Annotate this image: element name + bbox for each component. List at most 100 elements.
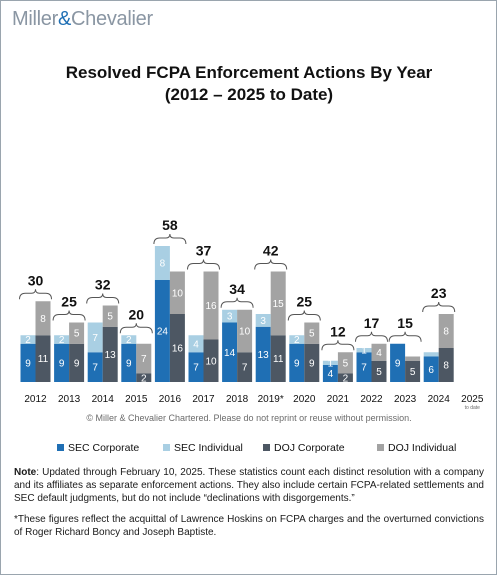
bar-label-sec-corporate-2024: 6 [428, 365, 434, 376]
bar-label-sec-individual-2020: 2 [294, 335, 300, 346]
legend-label-sec-corporate: SEC Corporate [68, 442, 139, 454]
total-label-2024: 23 [431, 285, 447, 301]
bar-label-doj-corporate-2024: 8 [443, 361, 449, 372]
bar-doj-corporate-2022 [371, 360, 387, 382]
bar-label-doj-individual-2021: 5 [343, 358, 349, 369]
x-tick-2016: 2016 [159, 394, 182, 405]
total-bracket-2023 [388, 331, 422, 342]
total-bracket-2019 [254, 259, 288, 270]
bar-label-sec-corporate-2023: 9 [395, 358, 401, 369]
bar-sec-individual-2014 [87, 322, 103, 353]
bar-doj-individual-2014 [102, 305, 118, 327]
bar-doj-individual-2017 [203, 271, 219, 340]
x-tick-2023: 2023 [394, 394, 417, 405]
bar-label-sec-individual-2017: 4 [193, 339, 199, 350]
bar-sec-individual-2024 [423, 352, 439, 357]
bar-label-doj-corporate-2018: 7 [242, 363, 248, 374]
bar-label-sec-corporate-2020: 9 [294, 358, 300, 369]
bar-label-doj-individual-2019: 15 [273, 299, 285, 310]
total-bracket-2021 [321, 340, 355, 351]
bar-label-sec-individual-2018: 3 [227, 312, 233, 323]
x-axis: 2012 2013 2014 2015 2016 2017 2018 2019* 2020 202… [24, 394, 483, 411]
legend-label-sec-individual: SEC Individual [174, 442, 243, 454]
bar-doj-corporate-2015 [136, 373, 152, 382]
total-bracket-2018 [220, 297, 254, 308]
x-tick-2019: 2019* [258, 394, 284, 405]
x-tick-2022: 2022 [360, 394, 383, 405]
bar-sec-individual-2013 [54, 335, 70, 344]
bar-label-sec-corporate-2018: 14 [224, 348, 236, 359]
brand-left: Miller [12, 8, 58, 30]
bar-sec-individual-2016 [154, 246, 170, 280]
bar-sec-corporate-2015 [121, 343, 137, 382]
note-label: Note [14, 467, 37, 478]
note-paragraph: Note: Updated through February 10, 2025.… [14, 466, 484, 505]
x-tick-2025: 2025 [461, 394, 484, 405]
copyright-text: © Miller & Chevalier Chartered. Please d… [86, 413, 411, 423]
footnote-paragraph: *These figures reflect the acquittal of … [14, 514, 484, 538]
bar-label-doj-individual-2017: 16 [205, 301, 217, 312]
total-bracket-2022 [355, 331, 388, 342]
bar-doj-individual-2020 [304, 322, 320, 344]
bar-label-doj-corporate-2017: 10 [205, 356, 217, 367]
bar-label-doj-individual-2014: 5 [107, 312, 113, 323]
bar-doj-corporate-2021 [337, 373, 353, 382]
bar-sec-individual-2020 [289, 335, 305, 344]
bar-label-sec-corporate-2017: 7 [193, 363, 199, 374]
chart: Resolved FCPA Enforcement Actions By Yea… [19, 63, 484, 454]
x-tick-2020: 2020 [293, 394, 316, 405]
note-text: : Updated through February 10, 2025. The… [14, 467, 484, 504]
legend-swatch-doj-individual [377, 444, 384, 451]
bar-doj-corporate-2017 [203, 339, 219, 382]
bar-label-sec-corporate-2014: 7 [92, 363, 98, 374]
total-label-2021: 12 [330, 323, 346, 339]
notes-block: Note: Updated through February 10, 2025.… [14, 466, 484, 547]
bar-label-doj-corporate-2021: 2 [343, 373, 349, 384]
bar-label-doj-corporate-2015: 2 [141, 373, 147, 384]
bar-label-sec-corporate-2021: 4 [328, 369, 334, 380]
x-tick-2017: 2017 [192, 394, 215, 405]
total-label-2018: 34 [229, 281, 245, 297]
bar-label-sec-individual-2022: 1 [361, 346, 367, 357]
bar-label-doj-corporate-2012: 11 [38, 354, 49, 365]
total-bracket-2012 [19, 289, 52, 300]
bar-sec-corporate-2018 [222, 322, 238, 382]
total-label-2017: 37 [196, 243, 212, 259]
bar-sec-individual-2015 [121, 335, 137, 344]
brand-logo: Miller&Chevalier [12, 8, 153, 31]
bar-label-doj-corporate-2019: 11 [273, 354, 284, 365]
bar-doj-individual-2013 [69, 322, 85, 344]
bar-label-doj-individual-2024: 8 [443, 327, 449, 338]
total-bracket-2024 [422, 301, 456, 313]
bar-sec-corporate-2014 [87, 352, 103, 382]
x-tick-2018: 2018 [226, 394, 249, 405]
bar-label-doj-individual-2020: 5 [309, 329, 315, 340]
total-bracket-2020 [287, 310, 321, 321]
bar-doj-individual-2012 [35, 301, 51, 336]
bar-label-sec-corporate-2019: 13 [258, 350, 270, 361]
bar-label-doj-individual-2012: 8 [40, 314, 46, 325]
chart-subtitle: (2012 – 2025 to Date) [165, 85, 333, 104]
bar-doj-individual-2022 [371, 343, 387, 361]
legend: SEC Corporate SEC Individual DOJ Corporate… [57, 442, 456, 454]
bar-doj-corporate-2016 [169, 314, 185, 382]
bar-sec-individual-2019 [255, 314, 271, 327]
bar-label-doj-corporate-2014: 13 [105, 350, 117, 361]
bar-sec-corporate-2017 [188, 352, 204, 382]
x-tick-2012: 2012 [24, 394, 47, 405]
total-label-2016: 58 [162, 217, 178, 233]
bar-doj-corporate-2014 [102, 326, 118, 382]
bar-doj-corporate-2024 [438, 348, 454, 382]
total-label-2015: 20 [129, 306, 145, 322]
bar-doj-individual-2019 [270, 271, 286, 336]
x-tick-2013: 2013 [58, 394, 81, 405]
bar-doj-corporate-2018 [237, 352, 253, 382]
bar-label-doj-individual-2016: 10 [172, 288, 184, 299]
bar-label-sec-corporate-2015: 9 [126, 358, 132, 369]
brand-amp: & [57, 8, 72, 30]
bar-label-doj-corporate-2022: 5 [376, 367, 382, 378]
total-bracket-2016 [153, 233, 187, 245]
bar-label-doj-corporate-2023: 5 [410, 367, 416, 378]
bar-label-sec-corporate-2022: 7 [361, 363, 367, 374]
brand-right: Chevalier [71, 8, 153, 30]
